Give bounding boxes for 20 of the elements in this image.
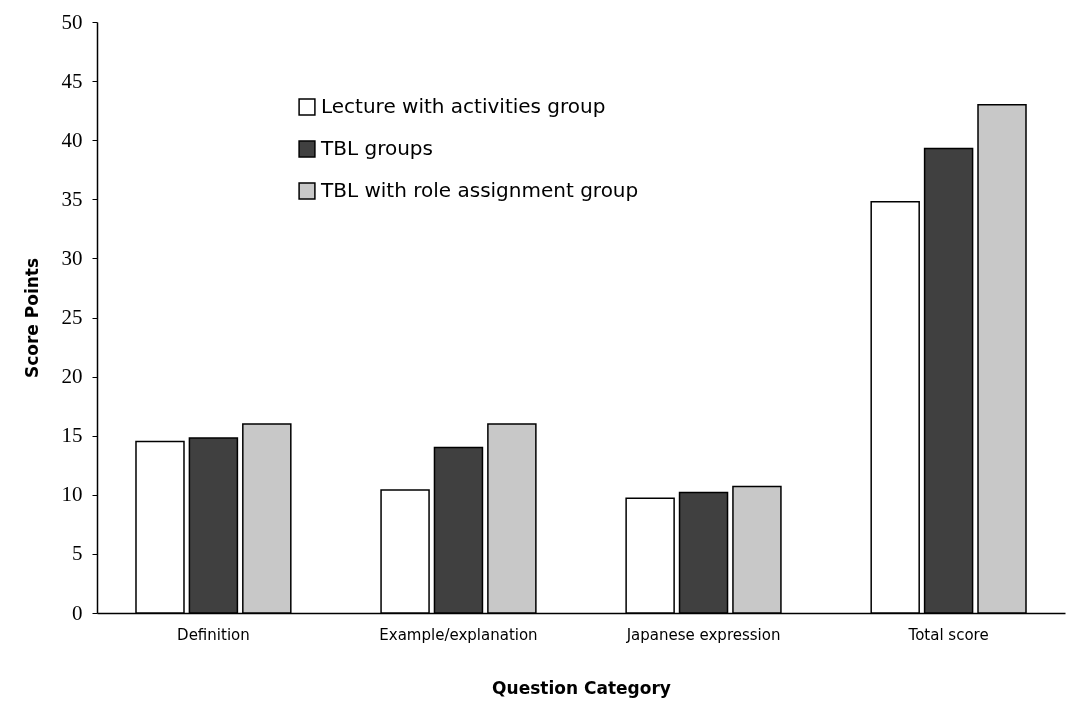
y-tick-label: 20 — [61, 364, 83, 389]
x-tick-label: Example/explanation — [379, 625, 538, 644]
legend-label: Lecture with activities group — [321, 94, 606, 118]
legend-label: TBL groups — [320, 136, 433, 160]
y-tick-label: 50 — [61, 9, 83, 34]
y-tick-label: 40 — [61, 127, 83, 152]
x-axis-title: Question Category — [492, 677, 671, 698]
y-tick-label: 15 — [61, 423, 83, 448]
y-tick-label: 25 — [61, 305, 83, 329]
y-tick-label: 35 — [61, 186, 83, 211]
y-tick-label: 45 — [61, 68, 83, 93]
y-tick-label: 10 — [61, 482, 83, 507]
legend-label: TBL with role assignment group — [320, 178, 639, 202]
x-tick-label: Total score — [907, 625, 989, 644]
y-tick-label: 0 — [72, 600, 83, 625]
y-axis-title: Score Points — [21, 257, 42, 379]
x-tick-label: Definition — [177, 625, 250, 644]
y-tick-label: 5 — [72, 541, 83, 566]
y-tick-label: 30 — [61, 245, 83, 270]
x-tick-label: Japanese expression — [625, 625, 781, 644]
